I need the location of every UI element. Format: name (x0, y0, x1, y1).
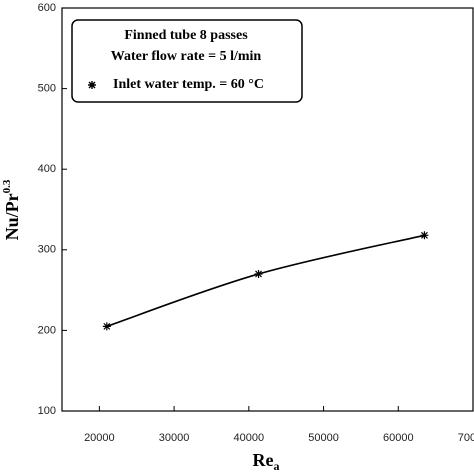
x-tick-label: 20000 (84, 432, 115, 444)
marker (102, 322, 111, 331)
y-tick-label: 300 (38, 244, 56, 256)
plot-frame (61, 7, 474, 412)
x-label-main: Re (253, 450, 274, 470)
x-tick-label: 70000 (458, 432, 474, 444)
x-tick-label: 30000 (159, 432, 190, 444)
y-tick-label: 600 (38, 2, 56, 14)
x-tick-label: 40000 (234, 432, 265, 444)
annotation: Finned tube 8 passes (124, 28, 248, 43)
line (106, 234, 425, 328)
annotation: Water flow rate = 5 l/min (111, 49, 262, 64)
y-label-sup: 0.3 (1, 179, 13, 193)
y-tick-label: 400 (38, 163, 56, 175)
x-label-sub: a (274, 459, 280, 473)
legend-label: Inlet water temp. = 60 °C (113, 77, 264, 92)
y-tick-label: 500 (38, 83, 56, 95)
legend-marker (88, 81, 96, 89)
y-tick-label: 200 (38, 324, 56, 336)
marker (254, 269, 263, 278)
x-tick-label: 50000 (308, 432, 339, 444)
y-tick-label: 100 (38, 405, 56, 417)
x-axis-label: Rea (253, 450, 280, 473)
legend-box (71, 19, 303, 103)
y-axis-label: Nu/Pr0.3 (1, 179, 23, 240)
marker (420, 231, 429, 240)
x-tick-label: 60000 (383, 432, 414, 444)
y-label-main: Nu/Pr (2, 193, 22, 240)
